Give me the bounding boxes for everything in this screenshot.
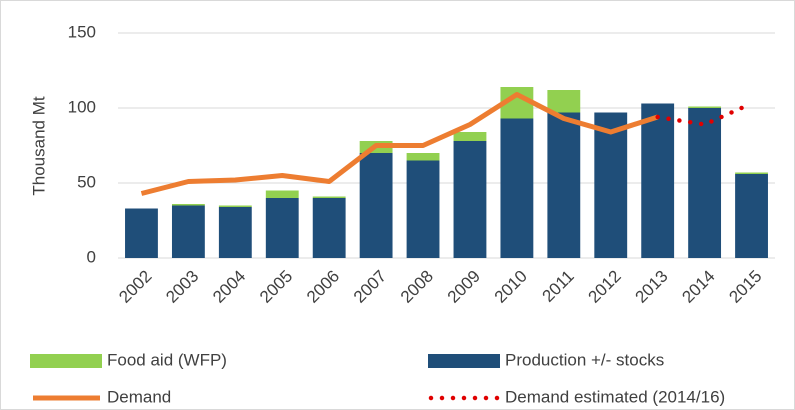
- legend-label: Demand estimated (2014/16): [505, 387, 725, 406]
- bar: [594, 112, 628, 258]
- bar: [171, 204, 205, 206]
- bar: [453, 141, 487, 258]
- bar: [735, 174, 768, 258]
- legend-label: Demand: [107, 387, 171, 406]
- bar: [547, 112, 581, 258]
- bar: [125, 208, 158, 258]
- bar: [688, 108, 722, 258]
- y-tick-label: 0: [87, 247, 96, 266]
- bar: [406, 160, 440, 258]
- bar: [453, 132, 487, 141]
- bar: [265, 198, 299, 258]
- line: [140, 92, 659, 196]
- y-tick-label: 50: [77, 172, 96, 191]
- legend-label: Food aid (WFP): [107, 350, 227, 369]
- legend-swatch: [428, 354, 500, 368]
- legend-swatch: [30, 354, 102, 368]
- bar: [312, 196, 346, 198]
- bar: [171, 205, 205, 258]
- bar: [688, 106, 722, 108]
- bar: [500, 118, 534, 258]
- bar: [406, 153, 440, 161]
- y-tick-label: 100: [68, 97, 96, 116]
- bar: [359, 153, 393, 258]
- bar: [218, 207, 252, 258]
- bar: [547, 90, 581, 113]
- y-tick-label: 150: [68, 22, 96, 41]
- bar: [312, 198, 346, 258]
- y-axis-label: Thousand Mt: [29, 96, 48, 195]
- bar: [641, 103, 675, 258]
- bar: [218, 205, 252, 207]
- legend-label: Production +/- stocks: [505, 350, 664, 369]
- bar: [735, 172, 768, 174]
- bar: [265, 190, 299, 198]
